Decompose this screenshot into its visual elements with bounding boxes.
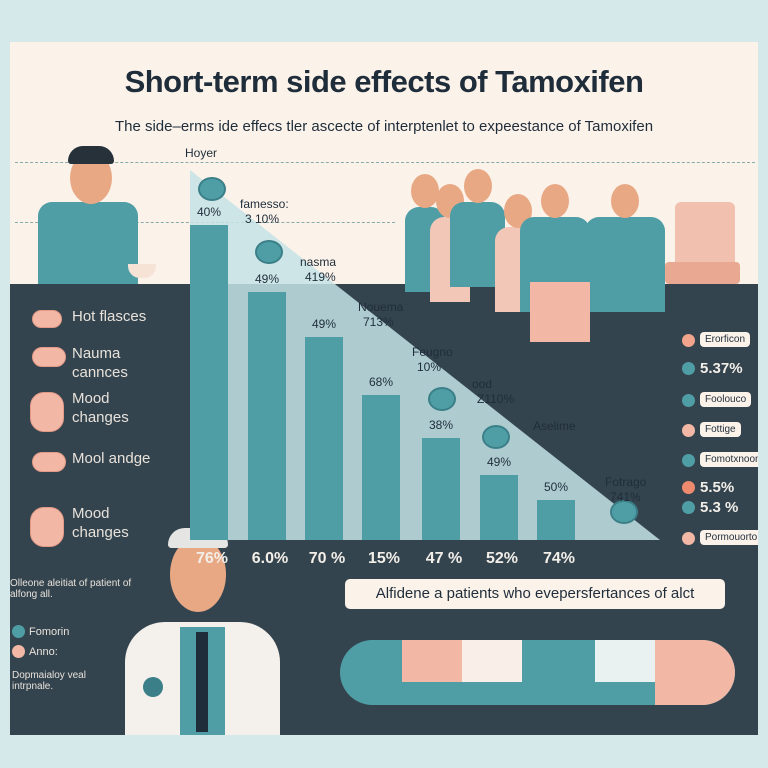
divider [15, 162, 755, 163]
bar-label: 38% [428, 418, 454, 432]
legend-entry: Erorficon [700, 332, 751, 347]
bottom-value-label: 15% [367, 550, 401, 567]
pill-icon [32, 452, 66, 472]
legend-label: Hot flasces [72, 308, 147, 325]
annotation-name: Nouema [358, 300, 404, 314]
legend-dot-icon [682, 481, 695, 494]
bottom-note: Olleone aleitiat of patient of alfong al… [10, 578, 132, 600]
chart-label: Hoyer [185, 146, 218, 160]
bowl-icon [128, 264, 156, 278]
bottom-value-label: 76% [195, 550, 229, 567]
person-head [411, 174, 439, 208]
infographic-card: Short-term side effects of Tamoxifen The… [10, 42, 758, 735]
pill-icon [610, 500, 638, 524]
legend-label: Mool andge [72, 450, 151, 467]
page-title: Short-term side effects of Tamoxifen [124, 64, 644, 99]
legend-entry: Pormouorto [700, 530, 758, 545]
bar [480, 475, 518, 540]
legend-label: Fomorin [29, 625, 70, 638]
bottom-value-label: 6.0% [251, 550, 289, 567]
annotation-name: Aselime [533, 419, 576, 433]
legend-dot-icon [682, 394, 695, 407]
doctor-tie [196, 632, 208, 732]
legend-label: Mood changes [72, 390, 129, 426]
bottom-legend-item: Anno: [12, 645, 58, 658]
legend-entry: 5.37% [700, 360, 743, 377]
legend-entry: 5.3 % [700, 499, 739, 516]
pill-icon [482, 425, 510, 449]
bar-label: 50% [543, 480, 569, 494]
pill-icon [32, 310, 62, 328]
banner: Alfidene a patients who evepersfertances… [345, 579, 725, 609]
subtitle: The side–erms ide effecs tler ascecte of… [114, 118, 654, 135]
legend-dot-icon [682, 334, 695, 347]
pill-icon [30, 392, 64, 432]
bottom-legend-item: Fomorin [12, 625, 69, 638]
annotation-name: nasma [300, 255, 337, 269]
peach-dot-icon [12, 645, 25, 658]
skirt [530, 282, 590, 342]
legend-entry: Foolouco [700, 392, 752, 407]
annotation-value: 3 10% [245, 212, 280, 226]
bar [248, 292, 286, 540]
chair-icon [675, 202, 735, 272]
legend-entry: Fottige [700, 422, 741, 437]
legend-dot-icon [682, 501, 695, 514]
legend-entry: 5.5% [700, 479, 735, 496]
bar [422, 438, 460, 540]
person-head [463, 169, 492, 203]
bar-label: 49% [254, 272, 280, 286]
annotation-value: Z110% [477, 392, 515, 406]
pill-icon [428, 387, 456, 411]
capsule-illustration [340, 640, 735, 705]
legend-label: Nauma cannces [72, 345, 128, 381]
doctor-head [170, 537, 226, 612]
bottom-value-label: 74% [542, 550, 576, 567]
legend-dot-icon [682, 362, 695, 375]
person [585, 217, 665, 312]
bar-label: 49% [311, 317, 337, 331]
annotation-value: 713% [363, 315, 394, 329]
bar-label: 49% [486, 455, 512, 469]
bar [362, 395, 400, 540]
annotation-value: 10% [417, 360, 442, 374]
person-head [541, 184, 569, 218]
legend-dot-icon [682, 424, 695, 437]
bottom-value-label: 70 % [308, 550, 346, 567]
pill-icon [198, 177, 226, 201]
bar-label: 40% [196, 205, 222, 219]
legend-label: Anno: [29, 645, 58, 658]
legend-dot-icon [682, 454, 695, 467]
annotation-name: ood [472, 377, 493, 391]
bar [305, 337, 343, 540]
legend-dot-icon [682, 532, 695, 545]
teal-dot-icon [12, 625, 25, 638]
bar [190, 225, 228, 540]
patient-hair [68, 146, 114, 164]
pill-icon [255, 240, 283, 264]
bottom-value-label: 47 % [425, 550, 463, 567]
legend-entry: Fomotxnoon [700, 452, 758, 467]
annotation-name: famesso: [240, 197, 289, 211]
annotation-value: 419% [305, 270, 336, 284]
footnote: Dopmaialoy veal intrpnale. [12, 670, 86, 692]
legend-label: Mood changes [72, 505, 129, 541]
stethoscope-icon [143, 677, 163, 697]
person-head [611, 184, 639, 218]
pill-icon [30, 507, 64, 547]
annotation-value: 741% [610, 490, 641, 504]
pill-icon [32, 347, 66, 367]
chair-seat [665, 262, 740, 284]
bar-label: 68% [368, 375, 394, 389]
bar [537, 500, 575, 540]
bottom-value-label: 52% [485, 550, 519, 567]
annotation-name: Feugno [412, 345, 453, 359]
annotation-name: Fotrago [605, 475, 647, 489]
patient-illustration [38, 202, 138, 284]
